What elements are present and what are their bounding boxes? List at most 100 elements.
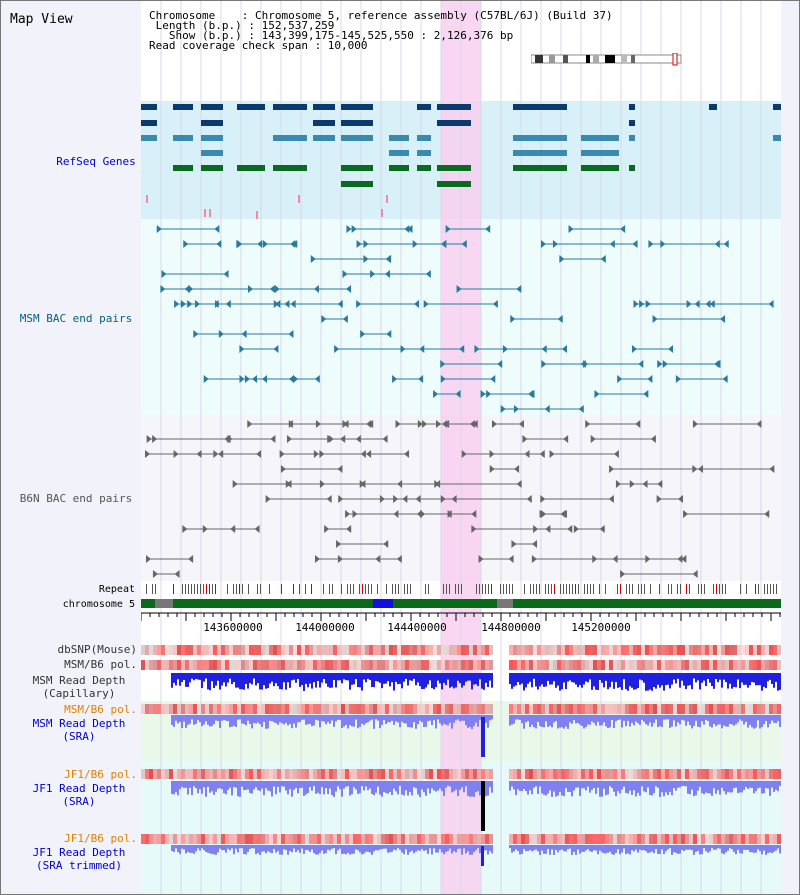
polymorphism-cell (561, 660, 565, 670)
polymorphism-cell (545, 645, 549, 655)
polymorphism-cell (353, 834, 357, 844)
read-depth-bar (597, 715, 599, 722)
read-depth-bar (729, 781, 731, 793)
read-depth-bar (253, 845, 255, 849)
repeat-mark (236, 584, 237, 594)
read-depth-bar (485, 715, 487, 723)
read-depth-bar (347, 781, 349, 787)
bac-end-marker (224, 435, 230, 443)
polymorphism-cell (761, 645, 765, 655)
read-depth-bar (621, 845, 623, 853)
polymorphism-cell (621, 645, 625, 655)
polymorphism-cell (413, 660, 417, 670)
read-depth-bar (463, 781, 465, 793)
read-depth-bar (439, 781, 441, 789)
read-depth-bar (419, 673, 421, 687)
polymorphism-cell (169, 834, 173, 844)
read-depth-bar (327, 781, 329, 795)
read-depth-bar (741, 781, 743, 793)
read-depth-bar (343, 673, 345, 680)
polymorphism-cell (473, 645, 477, 655)
polymorphism-cell (213, 704, 217, 714)
read-depth-bar (305, 781, 307, 795)
polymorphism-cell (729, 660, 733, 670)
repeat-mark (194, 584, 195, 594)
read-depth-bar (359, 781, 361, 794)
read-depth-bar (567, 673, 569, 682)
read-depth-bar (437, 781, 439, 791)
read-depth-bar (589, 673, 591, 680)
polymorphism-cell (621, 769, 625, 779)
polymorphism-cell (149, 834, 153, 844)
chromosome-ideogram[interactable] (531, 53, 691, 67)
polymorphism-cell (189, 834, 193, 844)
read-depth-bar (383, 673, 385, 684)
read-depth-bar (589, 845, 591, 852)
polymorphism-cell (273, 769, 277, 779)
read-depth-bar (391, 673, 393, 683)
read-depth-bar (645, 781, 647, 793)
read-depth-bar (653, 845, 655, 854)
polymorphism-cell (633, 769, 637, 779)
polymorphism-cell (653, 645, 657, 655)
polymorphism-cell (253, 834, 257, 844)
read-depth-bar (675, 673, 677, 684)
read-depth-bar (447, 715, 449, 726)
polymorphism-cell (537, 834, 541, 844)
bac-end-marker (633, 300, 639, 308)
bac-end-marker (632, 240, 638, 248)
read-depth-bar (679, 845, 681, 854)
polymorphism-cell (733, 645, 737, 655)
polymorphism-cell (233, 834, 237, 844)
polymorphism-cell (185, 769, 189, 779)
polymorphism-cell (261, 704, 265, 714)
polymorphism-cell (617, 660, 621, 670)
read-depth-bar (173, 673, 175, 683)
polymorphism-cell (417, 704, 421, 714)
bac-end-marker (327, 435, 333, 443)
read-depth-bar (383, 781, 385, 793)
track-label-chromosome: chromosome 5 (62, 599, 135, 610)
polymorphism-cell (553, 834, 557, 844)
polymorphism-cell (621, 704, 625, 714)
read-depth-bar (331, 715, 333, 721)
read-depth-bar (267, 673, 269, 689)
polymorphism-cell (445, 645, 449, 655)
read-depth-bar (413, 673, 415, 679)
polymorphism-cell (185, 834, 189, 844)
read-depth-bar (273, 781, 275, 787)
read-depth-bar (569, 715, 571, 723)
read-depth-bar (655, 715, 657, 720)
repeat-mark (590, 584, 591, 594)
polymorphism-cell (513, 704, 517, 714)
read-depth-bar (377, 845, 379, 851)
read-depth-bar (549, 781, 551, 791)
read-depth-bar (255, 715, 257, 724)
read-depth-bar (623, 673, 625, 680)
bac-end-marker (675, 375, 681, 383)
bac-end-marker (383, 540, 389, 548)
bac-end-marker (768, 300, 774, 308)
read-depth-bar (455, 781, 457, 790)
read-depth-bar (601, 845, 603, 853)
read-depth-bar (457, 781, 459, 797)
polymorphism-cell (585, 769, 589, 779)
read-depth-bar (315, 715, 317, 720)
read-depth-bar (675, 715, 677, 727)
polymorphism-cell (565, 704, 569, 714)
polymorphism-cell (177, 660, 181, 670)
read-depth-bar (317, 781, 319, 793)
read-depth-bar (333, 715, 335, 727)
bac-end-marker (485, 225, 491, 233)
genome-plot-area[interactable]: 143600000 144000000 144400000 144800000 1452… (141, 1, 781, 894)
read-depth-bar (299, 781, 301, 789)
read-depth-bar (579, 673, 581, 686)
polymorphism-cell (541, 660, 545, 670)
read-depth-bar (189, 781, 191, 788)
repeat-mark (203, 584, 204, 594)
polymorphism-cell (377, 769, 381, 779)
polymorphism-cell (217, 660, 221, 670)
read-depth-bar (277, 673, 279, 687)
read-depth-bar (541, 715, 543, 727)
read-depth-bar (649, 715, 651, 723)
